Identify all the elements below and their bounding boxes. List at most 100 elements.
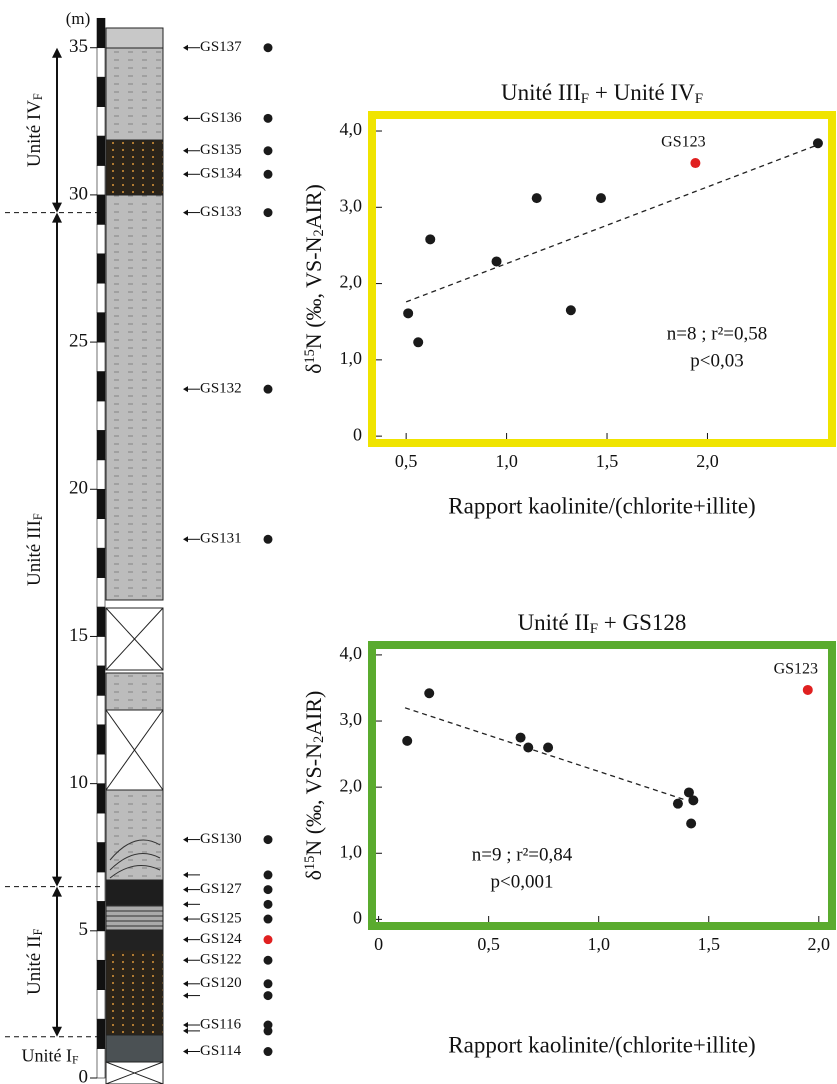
- x-axis-label: Rapport kaolinite/(chlorite+illite): [448, 493, 755, 518]
- data-point: [683, 787, 694, 798]
- highlight-label: GS123: [661, 134, 705, 151]
- data-point: [672, 798, 683, 809]
- sample-dot: [263, 835, 273, 845]
- text-part: F: [72, 1054, 79, 1067]
- sample-label: GS127: [200, 881, 242, 897]
- text-part: N (‰, VS-N: [301, 743, 326, 856]
- x-tick-label: 0,5: [477, 934, 500, 954]
- sample-label: GS125: [200, 910, 242, 926]
- data-point: [403, 308, 414, 319]
- scale-segment: [96, 76, 106, 107]
- depth-label: 35: [69, 36, 88, 57]
- depth-unit: (m): [66, 9, 91, 28]
- sample-label: GS124: [200, 931, 242, 947]
- covered-interval: [105, 709, 164, 791]
- lithology-layer: [105, 949, 164, 1036]
- sample-dot: [263, 113, 273, 123]
- sample-arrowhead: [183, 44, 188, 51]
- scale-segment: [96, 783, 106, 814]
- sample-dot: [263, 991, 273, 1001]
- text-part: F: [31, 513, 45, 520]
- lithology-layer: [105, 1034, 164, 1063]
- y-tick-label: 1,0: [340, 348, 363, 368]
- sample-dot: [263, 899, 273, 909]
- sample-label: GS133: [200, 204, 242, 220]
- scale-segment: [96, 695, 106, 726]
- y-tick-label: 2,0: [340, 775, 363, 795]
- scale-segment: [96, 312, 106, 343]
- annotation: p<0,001: [491, 871, 554, 892]
- text-part: Unité I: [22, 1046, 72, 1066]
- scale-segment: [96, 606, 106, 637]
- y-tick-label: 3,0: [340, 195, 363, 215]
- depth-label: 15: [69, 625, 88, 646]
- sample-dot: [263, 43, 273, 53]
- y-tick-label: 4,0: [340, 119, 363, 139]
- plot-frame: [368, 641, 836, 930]
- sample-arrowhead: [183, 1027, 188, 1034]
- scale-segment: [96, 282, 106, 313]
- sample-label: GS136: [200, 110, 242, 126]
- sample-arrowhead: [183, 980, 188, 987]
- data-point: [425, 234, 436, 245]
- scale-segment: [96, 135, 106, 166]
- data-point: [812, 138, 823, 149]
- sample-arrowhead: [183, 916, 188, 923]
- text-part: F: [695, 91, 703, 107]
- text-part: F: [581, 91, 589, 107]
- sample-dot: [263, 870, 273, 880]
- sample-arrowhead: [183, 901, 188, 908]
- scale-segment: [96, 577, 106, 608]
- sample-dot: [263, 169, 273, 179]
- cross-bedding: [109, 839, 161, 879]
- y-tick-label: 0: [353, 908, 362, 928]
- text-part: F: [31, 928, 45, 935]
- sample-arrowhead: [183, 871, 188, 878]
- sample-arrowhead: [183, 1048, 188, 1055]
- scale-segment: [96, 430, 106, 461]
- sample-arrowhead: [183, 936, 188, 943]
- scale-segment: [96, 665, 106, 696]
- trend-line: [404, 707, 687, 801]
- sample-dot: [263, 534, 273, 544]
- depth-label: 0: [79, 1066, 89, 1084]
- unit-label: Unité IIIF: [24, 513, 45, 586]
- scale-segment: [96, 17, 106, 49]
- y-tick-label: 1,0: [340, 841, 363, 861]
- x-tick-label: 2,0: [808, 934, 831, 954]
- sample-arrowhead: [183, 171, 188, 178]
- sample-dot: [263, 979, 273, 989]
- sample-dot: [263, 885, 273, 895]
- scale-segment: [96, 842, 106, 873]
- lithology-layer: [105, 879, 164, 906]
- data-point: [523, 742, 534, 753]
- text-part: 2: [311, 229, 327, 236]
- sample-label: GS116: [200, 1016, 242, 1032]
- text-part: AIR): [301, 184, 326, 229]
- covered-interval: [105, 1061, 164, 1084]
- scale-segment: [96, 901, 106, 932]
- scale-segment: [96, 341, 106, 372]
- scale-segment: [96, 636, 106, 667]
- y-tick-label: 4,0: [340, 643, 363, 663]
- y-tick-label: 3,0: [340, 709, 363, 729]
- text-part: + GS128: [598, 610, 686, 635]
- scale-segment: [96, 488, 106, 520]
- sample-label: GS120: [200, 975, 242, 991]
- data-point: [686, 818, 697, 829]
- lithology-layer: [105, 929, 164, 951]
- data-point: [515, 732, 526, 743]
- unit-label: Unité IF: [22, 1046, 79, 1067]
- y-tick-label: 2,0: [340, 272, 363, 292]
- scale-segment: [96, 518, 106, 549]
- x-tick-label: 1,5: [697, 934, 720, 954]
- unit-label: Unité IIF: [24, 928, 45, 995]
- sample-arrowhead: [183, 836, 188, 843]
- data-point: [688, 795, 699, 806]
- sample-arrowhead: [183, 147, 188, 154]
- data-point: [531, 193, 542, 204]
- text-part: Unité II: [518, 610, 590, 635]
- text-part: δ: [301, 363, 326, 373]
- scale-segment: [96, 959, 106, 990]
- sample-arrowhead: [183, 1022, 188, 1029]
